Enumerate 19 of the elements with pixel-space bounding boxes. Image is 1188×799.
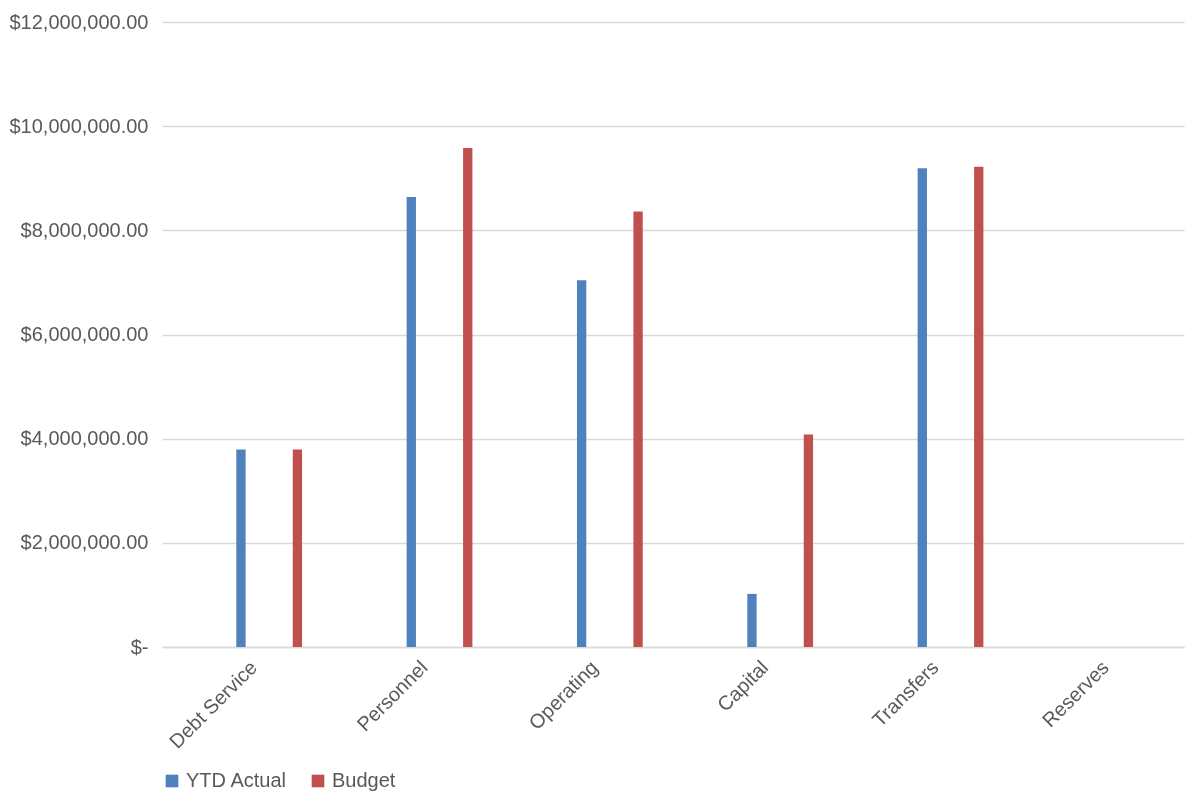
bar bbox=[747, 593, 757, 647]
y-tick-label: $6,000,000.00 bbox=[20, 323, 149, 345]
y-tick-label: $2,000,000.00 bbox=[20, 531, 149, 554]
bar bbox=[974, 166, 984, 647]
legend-label: YTD Actual bbox=[186, 769, 287, 791]
bar bbox=[463, 148, 473, 647]
bar bbox=[917, 168, 927, 647]
bar bbox=[633, 211, 643, 647]
y-tick-label: $10,000,000.00 bbox=[9, 114, 149, 137]
y-tick-label: $8,000,000.00 bbox=[20, 218, 149, 241]
bar bbox=[576, 280, 587, 647]
y-tick-label: $- bbox=[130, 635, 149, 658]
bar bbox=[236, 449, 246, 647]
bar bbox=[292, 449, 303, 647]
y-tick-label: $4,000,000.00 bbox=[20, 427, 149, 450]
legend-label: Budget bbox=[332, 769, 396, 791]
y-tick-label: $12,000,000.00 bbox=[9, 10, 149, 33]
bar bbox=[803, 434, 814, 647]
bar bbox=[406, 197, 416, 647]
